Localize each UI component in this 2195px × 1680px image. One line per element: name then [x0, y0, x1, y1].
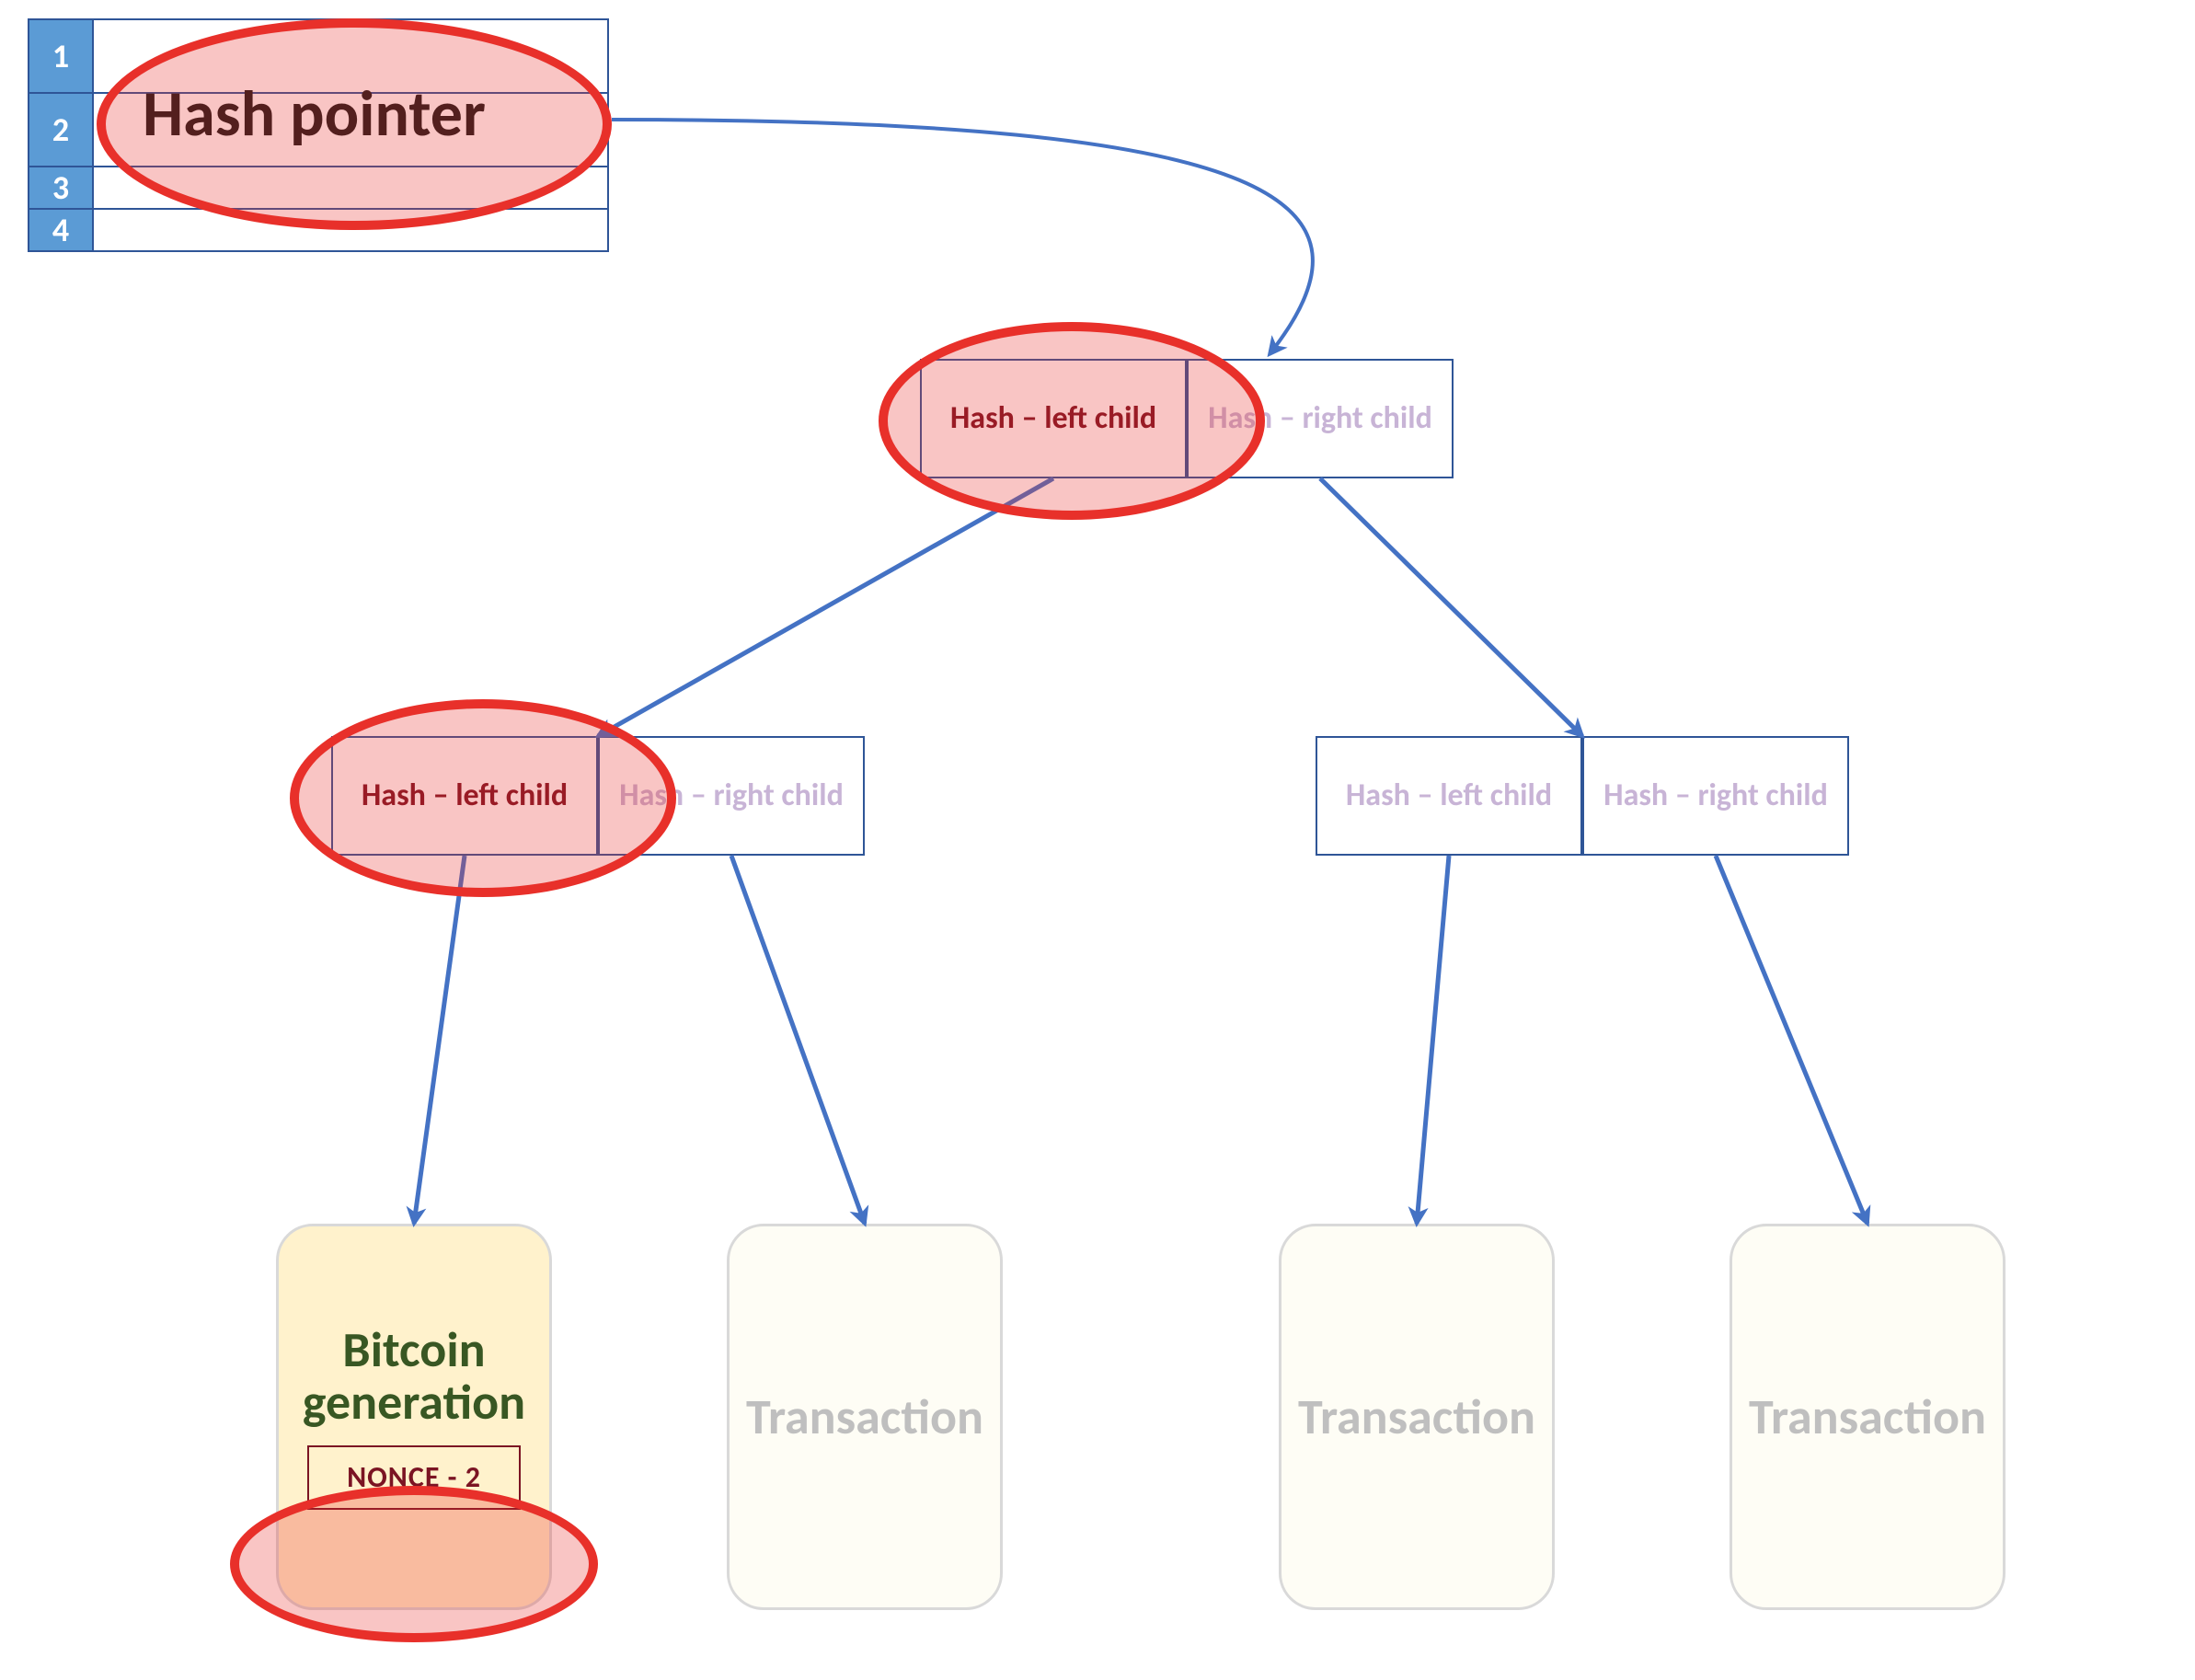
highlight-ellipse-nonce — [230, 1486, 598, 1642]
row-index: 3 — [29, 167, 93, 209]
highlight-ellipse-left — [290, 699, 676, 897]
merkle-right-node: Hash – left child Hash – right child — [1316, 736, 1849, 856]
leaf-label: Transaction — [1298, 1391, 1535, 1444]
transaction-leaf: Transaction — [1730, 1224, 2005, 1610]
row-index: 4 — [29, 209, 93, 251]
leaf-label: Transaction — [746, 1391, 983, 1444]
leaf-label: Bitcoin generation — [288, 1324, 540, 1428]
edge — [1716, 856, 1867, 1224]
hash-right-child: Hash – right child — [1582, 736, 1849, 856]
highlight-ellipse-pointer — [97, 18, 612, 230]
hash-left-child: Hash – left child — [1316, 736, 1582, 856]
edge — [1417, 856, 1449, 1224]
leaf-label: Transaction — [1749, 1391, 1986, 1444]
row-index: 2 — [29, 93, 93, 167]
edge — [598, 478, 1053, 736]
transaction-leaf: Transaction — [1279, 1224, 1555, 1610]
edge — [1320, 478, 1582, 736]
merkle-tree-diagram: 1 2 3 4 Hash pointer Hash – left child H… — [0, 0, 2195, 1680]
edge — [731, 856, 865, 1224]
row-index: 1 — [29, 19, 93, 93]
transaction-leaf: Transaction — [727, 1224, 1003, 1610]
edge — [414, 856, 465, 1224]
edge-pointer-root — [612, 120, 1313, 354]
highlight-ellipse-root — [879, 322, 1265, 520]
